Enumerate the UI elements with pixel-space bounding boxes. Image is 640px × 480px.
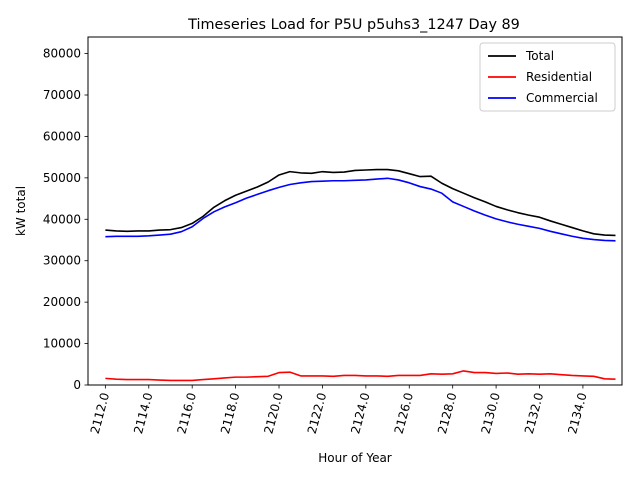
axes-layer	[87, 36, 623, 386]
series-line-residential	[105, 370, 616, 382]
series-line-commercial	[105, 177, 616, 242]
y-tick-label: 0	[73, 378, 81, 392]
y-tick-label: 40000	[43, 212, 81, 226]
legend-label-residential: Residential	[526, 70, 592, 84]
plot-frame	[87, 36, 623, 386]
y-tick-label: 50000	[43, 171, 81, 185]
y-axis: 0 10000 20000 30000 40000 50000 60000 70000 8000…	[43, 47, 88, 392]
chart-title: Timeseries Load for P5U p5uhs3_1247 Day …	[187, 17, 520, 33]
series-layer	[105, 168, 616, 382]
y-tick-label: 30000	[43, 254, 81, 268]
x-axis-label: Hour of Year	[318, 451, 392, 465]
series-line-total	[105, 168, 616, 237]
y-tick-label: 20000	[43, 295, 81, 309]
legend-label-total: Total	[525, 49, 554, 63]
y-axis-label: kW total	[14, 186, 28, 236]
y-tick-label: 70000	[43, 88, 81, 102]
y-tick-label: 10000	[43, 337, 81, 351]
y-tick-label: 60000	[43, 129, 81, 143]
legend: Total Residential Commercial	[479, 42, 616, 112]
y-tick-label: 80000	[43, 47, 81, 61]
legend-label-commercial: Commercial	[526, 91, 598, 105]
legend-frame	[479, 42, 616, 112]
